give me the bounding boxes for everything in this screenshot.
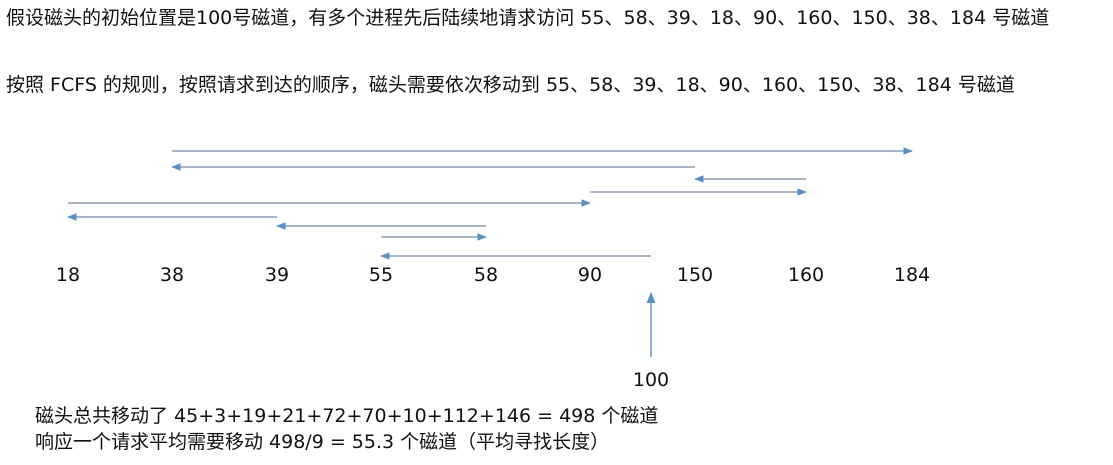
head-movement-arrows — [67, 147, 913, 260]
track-label-150: 150 — [676, 264, 714, 286]
intro-line-2: 按照 FCFS 的规则，按照请求到达的顺序，磁头需要依次移动到 55、58、39… — [6, 74, 1015, 96]
track-label-160: 160 — [787, 264, 825, 286]
track-label-90: 90 — [577, 264, 603, 286]
track-label-38: 38 — [159, 264, 185, 286]
track-label-18: 18 — [55, 264, 81, 286]
track-label-184: 184 — [893, 264, 931, 286]
summary-total-movement: 磁头总共移动了 45+3+19+21+72+70+10+112+146 = 49… — [35, 405, 659, 427]
track-label-58: 58 — [473, 264, 499, 286]
intro-line-1: 假设磁头的初始位置是100号磁道，有多个进程先后陆续地请求访问 55、58、39… — [6, 7, 1050, 29]
summary-average-movement: 响应一个请求平均需要移动 498/9 = 55.3 个磁道（平均寻找长度） — [35, 431, 610, 453]
start-track-label: 100 — [632, 369, 670, 391]
fcfs-movement-diagram — [67, 147, 913, 357]
track-label-55: 55 — [368, 264, 394, 286]
track-label-39: 39 — [264, 264, 290, 286]
